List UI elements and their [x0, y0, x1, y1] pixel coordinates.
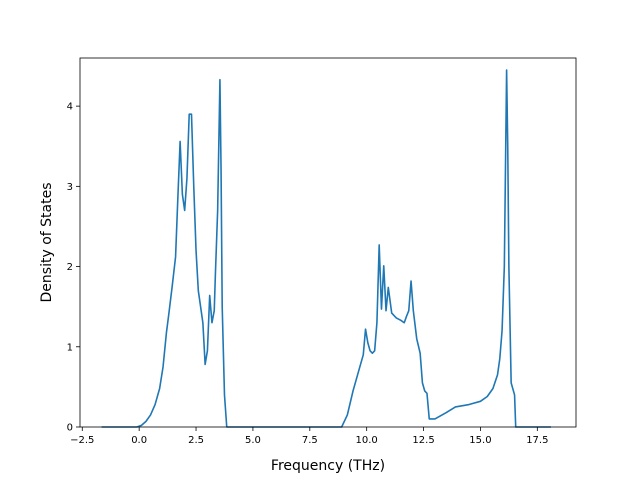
y-tick-label: 1	[67, 342, 73, 353]
x-tick-label: 15.0	[469, 435, 491, 446]
x-axis-label: Frequency (THz)	[271, 458, 385, 474]
x-tick-label: 7.5	[302, 435, 318, 446]
y-tick-label: 0	[67, 423, 73, 434]
x-tick-label: 2.5	[188, 435, 204, 446]
x-tick-label: −2.5	[70, 435, 94, 446]
y-axis-ticks: 0 1 2 3 4	[67, 102, 80, 434]
y-tick-label: 2	[67, 262, 73, 273]
y-axis-label: Density of States	[39, 183, 55, 303]
x-tick-label: 12.5	[412, 435, 434, 446]
x-tick-label: 5.0	[245, 435, 261, 446]
y-tick-label: 3	[67, 182, 73, 193]
y-tick-label: 4	[67, 102, 73, 113]
x-tick-label: 0.0	[131, 435, 147, 446]
plot-area	[101, 69, 551, 428]
x-tick-label: 10.0	[356, 435, 378, 446]
x-tick-label: 17.5	[526, 435, 548, 446]
x-axis-ticks: −2.5 0.0 2.5 5.0 7.5 10.0 12.5 15.0 17.5	[70, 427, 548, 446]
dos-series-line-0	[101, 69, 551, 428]
axes-frame	[79, 57, 577, 428]
